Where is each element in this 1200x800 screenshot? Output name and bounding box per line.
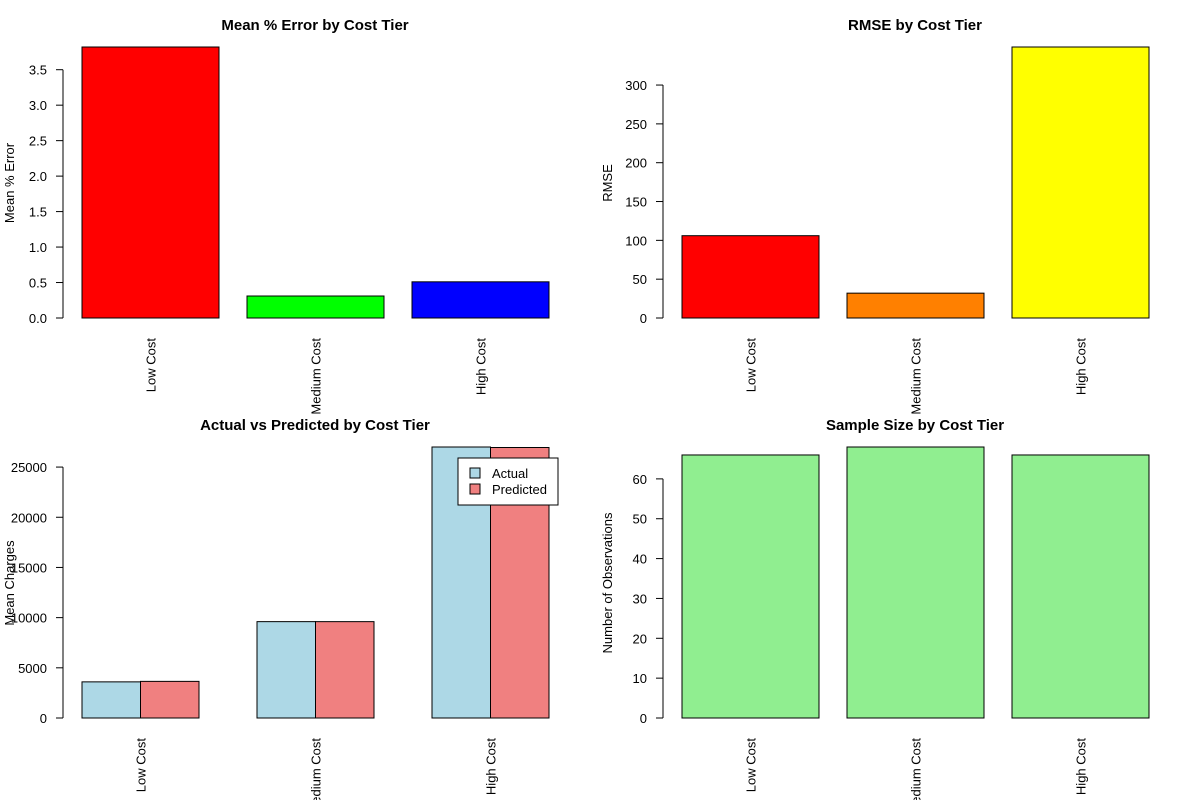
y-tick-label: 0 xyxy=(40,711,47,726)
bar-predicted-low-cost xyxy=(140,680,200,719)
y-tick-label: 15000 xyxy=(11,560,47,575)
y-axis-label: Mean Charges xyxy=(2,540,17,626)
y-tick-label: 2.5 xyxy=(29,134,47,149)
y-tick-label: 50 xyxy=(633,272,647,287)
x-tick-label: Low Cost xyxy=(744,738,759,793)
legend-box xyxy=(457,457,559,506)
x-tick-label: High Cost xyxy=(1074,738,1089,795)
legend-label-predicted: Predicted xyxy=(492,482,547,497)
y-tick-label: 2.0 xyxy=(29,169,47,184)
y-axis-label: Mean % Error xyxy=(2,142,17,223)
bar-high-cost xyxy=(411,281,550,319)
x-tick-label: Low Cost xyxy=(144,338,159,393)
y-tick-label: 10 xyxy=(633,671,647,686)
bar-medium-cost xyxy=(846,446,985,719)
bar-medium-cost xyxy=(846,292,985,319)
panel-mean-error: Mean % Error by Cost Tier Mean % Error 0… xyxy=(2,17,550,415)
chart-title: Sample Size by Cost Tier xyxy=(826,417,1004,434)
y-tick-label: 60 xyxy=(633,472,647,487)
legend-label-actual: Actual xyxy=(492,466,528,481)
y-tick-label: 40 xyxy=(633,552,647,567)
y-tick-label: 0.0 xyxy=(29,311,47,326)
y-tick-label: 3.0 xyxy=(29,98,47,113)
y-tick-label: 50 xyxy=(633,512,647,527)
y-tick-label: 0.5 xyxy=(29,276,47,291)
bar-high-cost xyxy=(1011,46,1150,319)
bar-low-cost xyxy=(681,454,820,719)
y-tick-label: 25000 xyxy=(11,460,47,475)
panel-actual-vs-predicted: Actual vs Predicted by Cost Tier Mean Ch… xyxy=(2,417,559,800)
x-tick-label: High Cost xyxy=(1074,338,1089,395)
x-tick-label: Low Cost xyxy=(134,738,149,793)
y-tick-label: 20000 xyxy=(11,510,47,525)
x-tick-label: Low Cost xyxy=(744,338,759,393)
y-tick-label: 5000 xyxy=(18,661,47,676)
legend-swatch-actual xyxy=(469,467,481,479)
y-tick-label: 3.5 xyxy=(29,63,47,78)
x-tick-label: Medium Cost xyxy=(309,338,324,415)
y-axis-label: RMSE xyxy=(600,164,615,202)
y-tick-label: 30 xyxy=(633,591,647,606)
panel-rmse: RMSE by Cost Tier RMSE 0 50 100 150 200 250 30… xyxy=(600,17,1150,415)
x-tick-label: Medium Cost xyxy=(309,738,324,800)
y-tick-label: 0 xyxy=(640,711,647,726)
x-tick-label: High Cost xyxy=(484,738,499,795)
bar-high-cost xyxy=(1011,454,1150,719)
chart-title: RMSE by Cost Tier xyxy=(848,17,982,34)
x-tick-label: Medium Cost xyxy=(909,338,924,415)
x-tick-label: Medium Cost xyxy=(909,738,924,800)
bar-medium-cost xyxy=(246,295,385,319)
y-tick-label: 100 xyxy=(625,233,647,248)
legend-swatch-predicted xyxy=(469,483,481,495)
panel-sample-size: Sample Size by Cost Tier Number of Obser… xyxy=(600,417,1150,800)
y-tick-label: 150 xyxy=(625,195,647,210)
y-tick-label: 0 xyxy=(640,311,647,326)
y-tick-label: 20 xyxy=(633,631,647,646)
bar-low-cost xyxy=(681,235,820,319)
y-tick-label: 250 xyxy=(625,117,647,132)
chart-title: Mean % Error by Cost Tier xyxy=(221,17,408,34)
y-tick-label: 300 xyxy=(625,78,647,93)
y-tick-label: 1.0 xyxy=(29,240,47,255)
bar-actual-medium-cost xyxy=(256,621,316,719)
y-tick-label: 200 xyxy=(625,156,647,171)
bar-low-cost xyxy=(81,46,220,319)
bar-actual-low-cost xyxy=(81,681,141,719)
x-tick-label: High Cost xyxy=(474,338,489,395)
y-tick-label: 1.5 xyxy=(29,205,47,220)
bar-predicted-medium-cost xyxy=(315,621,375,719)
chart-title: Actual vs Predicted by Cost Tier xyxy=(200,417,430,434)
y-tick-label: 10000 xyxy=(11,611,47,626)
y-axis-label: Number of Observations xyxy=(600,512,615,653)
